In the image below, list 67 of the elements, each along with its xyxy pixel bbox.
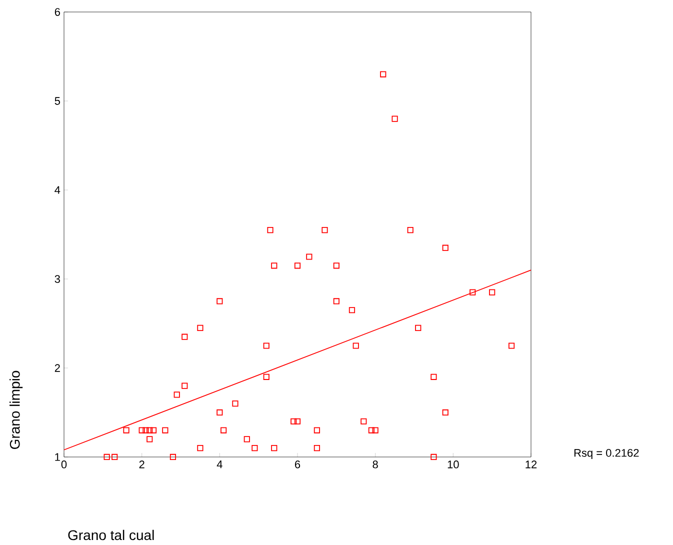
point xyxy=(271,445,278,452)
x-tick-label: 12 xyxy=(526,460,537,468)
point xyxy=(267,226,274,234)
point xyxy=(112,454,118,460)
point xyxy=(372,427,378,434)
point xyxy=(216,298,223,304)
point xyxy=(508,342,515,349)
point xyxy=(271,262,278,269)
point xyxy=(360,418,367,424)
point xyxy=(294,262,301,269)
point xyxy=(470,289,476,296)
point xyxy=(314,445,320,452)
point xyxy=(430,374,437,380)
point xyxy=(170,454,176,460)
point xyxy=(142,427,149,434)
y-tick-label: 2 xyxy=(54,364,60,372)
point xyxy=(333,262,340,269)
point xyxy=(162,427,168,434)
point xyxy=(244,436,250,442)
y-tick-label: 3 xyxy=(54,275,60,283)
point xyxy=(146,427,153,434)
point xyxy=(182,382,188,389)
point xyxy=(182,334,188,340)
point xyxy=(352,342,359,349)
point xyxy=(104,454,110,460)
text: Rsq = 0.2162 xyxy=(574,449,639,459)
y-tick-label: 4 xyxy=(54,186,60,194)
x-tick-label: 0 xyxy=(61,460,67,468)
point xyxy=(380,71,386,78)
y-tick-label: 6 xyxy=(54,8,60,16)
x-tick-label: 2 xyxy=(139,460,144,468)
point xyxy=(138,427,145,434)
point xyxy=(263,342,270,349)
point xyxy=(407,226,414,234)
x-tick-label: 4 xyxy=(216,460,222,468)
point xyxy=(290,418,297,424)
point xyxy=(263,374,270,380)
point xyxy=(146,436,153,442)
point xyxy=(333,298,340,304)
point xyxy=(442,244,448,251)
point xyxy=(306,254,312,260)
x-tick-label: 10 xyxy=(448,460,459,468)
x-tick-label: 8 xyxy=(372,460,378,468)
point xyxy=(150,427,157,434)
point xyxy=(174,392,180,398)
x-axis-title: Grano tal cual xyxy=(68,530,154,540)
y-tick-label: 5 xyxy=(54,97,60,105)
point xyxy=(197,324,204,331)
point xyxy=(368,427,374,434)
y-tick-label: 1 xyxy=(55,453,60,461)
point xyxy=(232,400,238,407)
point xyxy=(348,307,356,314)
point xyxy=(489,289,496,296)
point xyxy=(314,427,320,434)
point xyxy=(252,445,258,452)
point xyxy=(197,445,204,452)
point xyxy=(220,427,227,434)
point xyxy=(442,409,448,416)
y-axis-title: Grano limpio xyxy=(10,370,23,449)
point xyxy=(430,454,437,460)
point xyxy=(322,226,328,234)
point xyxy=(415,324,422,331)
point xyxy=(392,116,398,122)
point xyxy=(294,418,301,424)
x-tick-label: 6 xyxy=(295,460,300,468)
point xyxy=(216,409,223,416)
point xyxy=(123,427,130,434)
